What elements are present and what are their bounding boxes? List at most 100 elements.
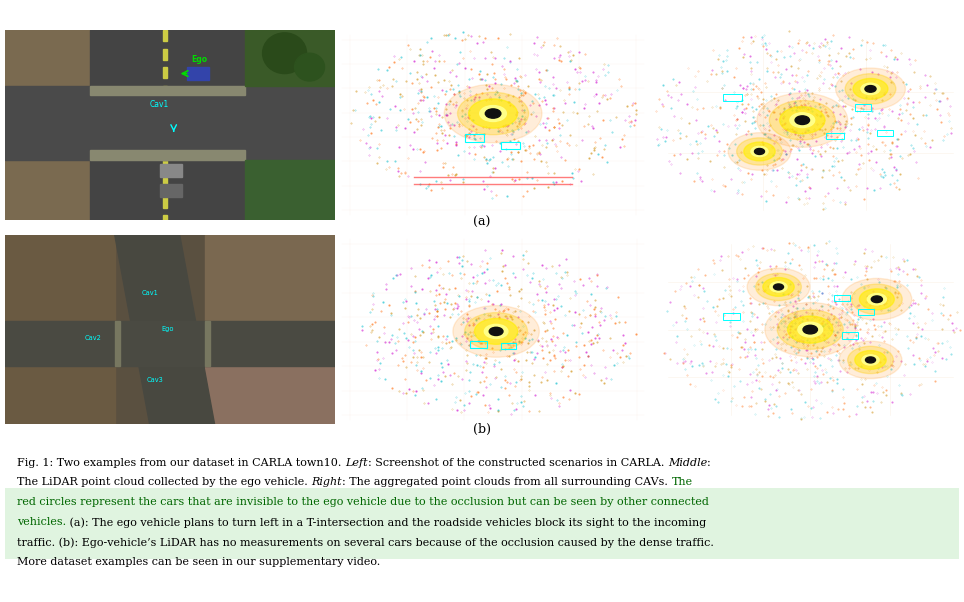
Bar [90, 150, 245, 160]
Circle shape [773, 284, 784, 290]
Circle shape [803, 325, 817, 334]
Circle shape [853, 78, 888, 99]
Circle shape [484, 324, 508, 338]
Bar [187, 67, 208, 80]
Bar [5, 321, 335, 366]
Text: (b): (b) [473, 423, 491, 436]
Circle shape [755, 149, 764, 155]
Text: vehicles.: vehicles. [17, 517, 67, 527]
Bar [163, 160, 167, 171]
Bar [5, 30, 90, 220]
Text: The: The [672, 477, 693, 488]
Circle shape [757, 93, 847, 147]
Bar [163, 215, 167, 226]
Bar [204, 321, 209, 366]
Text: Cav3: Cav3 [147, 377, 164, 383]
Bar [723, 94, 742, 101]
Circle shape [295, 53, 325, 81]
Circle shape [865, 85, 876, 92]
Text: Cav1: Cav1 [142, 290, 158, 296]
Bar [723, 314, 740, 320]
Bar [160, 184, 181, 197]
Circle shape [453, 306, 539, 357]
Text: More dataset examples can be seen in our supplementary video.: More dataset examples can be seen in our… [17, 557, 381, 567]
Circle shape [756, 273, 801, 300]
Bar [90, 85, 245, 95]
Text: (a): The ego vehicle plans to turn left in a T-intersection and the roadside veh: (a): The ego vehicle plans to turn left … [67, 517, 707, 528]
Bar [163, 85, 167, 97]
Circle shape [458, 92, 528, 135]
Bar [163, 104, 167, 115]
Circle shape [763, 278, 794, 296]
Circle shape [444, 84, 542, 143]
Circle shape [851, 284, 902, 314]
Circle shape [798, 322, 822, 337]
Circle shape [262, 33, 307, 73]
Circle shape [769, 101, 835, 140]
Circle shape [465, 312, 527, 350]
Bar [5, 488, 959, 559]
Bar [163, 49, 167, 60]
Circle shape [751, 146, 768, 157]
Circle shape [795, 116, 810, 125]
Text: (a): (a) [473, 216, 491, 229]
Circle shape [770, 282, 787, 292]
Text: Middle: Middle [668, 458, 707, 468]
Circle shape [780, 107, 825, 134]
Circle shape [469, 99, 518, 128]
Bar [826, 132, 844, 139]
Circle shape [836, 68, 905, 110]
Text: Left: Left [345, 458, 368, 468]
Circle shape [861, 83, 880, 95]
Bar [163, 141, 167, 152]
Text: Right: Right [311, 477, 342, 488]
Circle shape [736, 138, 783, 165]
Bar [83, 345, 108, 359]
Bar [163, 67, 167, 78]
Bar [115, 321, 120, 366]
Text: : The aggregated point clouds from all surrounding CAVs.: : The aggregated point clouds from all s… [342, 477, 672, 488]
Circle shape [764, 302, 856, 357]
Bar [190, 65, 218, 82]
Circle shape [868, 294, 886, 305]
Bar [163, 197, 167, 208]
Bar [877, 129, 893, 136]
Bar [245, 160, 335, 220]
Text: The LiDAR point cloud collected by the ego vehicle.: The LiDAR point cloud collected by the e… [17, 477, 311, 488]
Text: traffic. (b): Ego-vehicle’s LiDAR has no measurements on several cars because of: traffic. (b): Ego-vehicle’s LiDAR has no… [17, 537, 714, 548]
Bar [465, 134, 484, 142]
Text: Ego: Ego [162, 326, 174, 332]
Bar [858, 309, 873, 315]
Circle shape [842, 278, 912, 320]
Circle shape [474, 318, 518, 344]
Circle shape [485, 109, 501, 118]
Circle shape [790, 113, 815, 128]
Bar [140, 300, 165, 314]
Bar [145, 386, 167, 419]
Circle shape [847, 346, 894, 374]
Circle shape [871, 296, 882, 303]
Bar [470, 341, 487, 348]
Bar [500, 343, 516, 349]
Bar [501, 142, 520, 149]
Text: Fig. 1: Two examples from our dataset in CARLA town10.: Fig. 1: Two examples from our dataset in… [17, 458, 345, 468]
Circle shape [480, 105, 506, 122]
Circle shape [490, 327, 503, 335]
Circle shape [839, 341, 902, 379]
Circle shape [728, 132, 790, 170]
Bar [160, 111, 188, 128]
Bar [160, 164, 181, 177]
Circle shape [747, 268, 810, 306]
Text: : Screenshot of the constructed scenarios in CARLA.: : Screenshot of the constructed scenario… [368, 458, 668, 468]
Circle shape [744, 142, 775, 161]
Circle shape [866, 357, 875, 363]
Bar [855, 104, 870, 111]
Bar [245, 30, 335, 85]
Bar [5, 85, 335, 160]
Bar [842, 332, 858, 339]
Bar [90, 30, 245, 220]
Bar [5, 235, 115, 424]
Text: :: : [707, 458, 710, 468]
Circle shape [845, 73, 896, 104]
Circle shape [859, 289, 895, 309]
